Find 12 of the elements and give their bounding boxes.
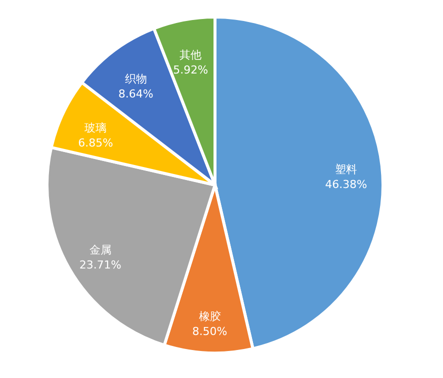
data-label: 8.64% [118,87,154,100]
slice-label: 玻璃 [84,122,107,135]
slice-label: 金属 [89,244,112,257]
slice-label: 橡胶 [198,310,221,323]
data-label: 6.85% [78,136,114,150]
slice-label: 其他 [180,48,202,62]
data-label: 8.50% [192,324,228,338]
slice-label: 塑料 [335,163,358,176]
data-label: 46.38% [325,178,368,192]
slice-label: 织物 [124,72,147,86]
data-label: 5.92% [173,63,208,76]
data-label: 23.71% [79,258,122,272]
